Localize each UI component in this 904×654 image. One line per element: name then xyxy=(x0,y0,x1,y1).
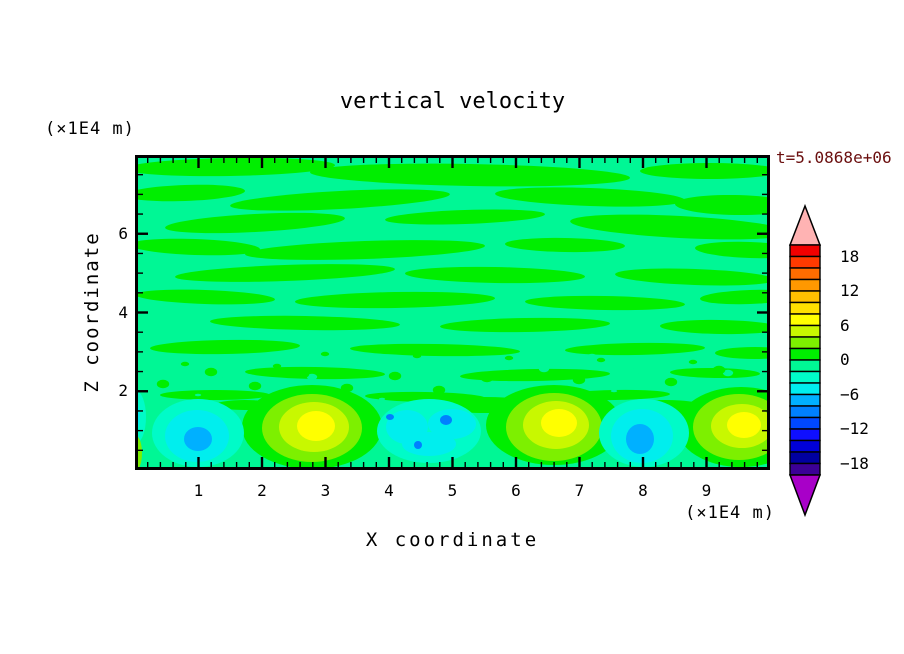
colorbar-cell xyxy=(789,347,821,361)
colorbar-cell xyxy=(789,278,821,292)
y-tick-label: 6 xyxy=(118,223,128,243)
colorbar xyxy=(788,203,822,518)
contour-field xyxy=(137,157,768,468)
colorbar-cell xyxy=(789,393,821,407)
x-tick-label: 1 xyxy=(193,481,204,500)
x-tick-label: 9 xyxy=(701,481,712,500)
colorbar-cell xyxy=(789,290,821,304)
colorbar-cells xyxy=(788,203,822,518)
colorbar-label: 18 xyxy=(840,246,860,266)
y-axis-units-label: (×1E4 m) xyxy=(45,119,135,139)
x-tick-label: 4 xyxy=(384,481,394,500)
x-axis-units-label: (×1E4 m) xyxy=(685,503,775,523)
colorbar-label: −18 xyxy=(840,453,869,473)
colorbar-label: −12 xyxy=(840,419,869,438)
colorbar-cell xyxy=(789,405,821,419)
colorbar-over-arrow xyxy=(788,203,822,246)
contour-plot-area xyxy=(135,155,770,470)
colorbar-cell xyxy=(789,313,821,327)
colorbar-label: −6 xyxy=(840,384,860,404)
colorbar-label: 6 xyxy=(840,315,850,335)
x-tick-label: 3 xyxy=(320,481,331,500)
y-tick-label: 2 xyxy=(118,381,128,401)
colorbar-cell xyxy=(789,451,821,465)
x-tick-label: 6 xyxy=(511,481,521,500)
colorbar-cell xyxy=(789,301,821,315)
x-tick-label: 7 xyxy=(574,481,585,500)
colorbar-cell xyxy=(789,336,821,350)
page-title: vertical velocity xyxy=(339,89,566,114)
colorbar-cell xyxy=(789,462,821,476)
time-label: t=5.0868e+06 xyxy=(776,148,892,167)
x-tick-label: 8 xyxy=(638,481,648,500)
x-tick-label: 2 xyxy=(257,481,267,500)
colorbar-under-arrow xyxy=(788,474,822,518)
colorbar-cell xyxy=(789,370,821,384)
x-tick-label: 5 xyxy=(447,481,458,500)
plot-border xyxy=(135,155,770,470)
x-axis-title: X coordinate xyxy=(365,529,540,551)
colorbar-cell xyxy=(789,428,821,442)
colorbar-cell xyxy=(789,439,821,453)
y-tick-label: 4 xyxy=(118,302,128,322)
colorbar-label: 0 xyxy=(840,350,850,369)
colorbar-cell xyxy=(789,324,821,338)
colorbar-cell xyxy=(789,359,821,373)
colorbar-cell xyxy=(789,382,821,396)
colorbar-label: 12 xyxy=(840,281,860,300)
colorbar-cell xyxy=(789,244,821,258)
colorbar-cell xyxy=(789,255,821,269)
colorbar-cell xyxy=(789,267,821,281)
colorbar-cell xyxy=(789,416,821,430)
